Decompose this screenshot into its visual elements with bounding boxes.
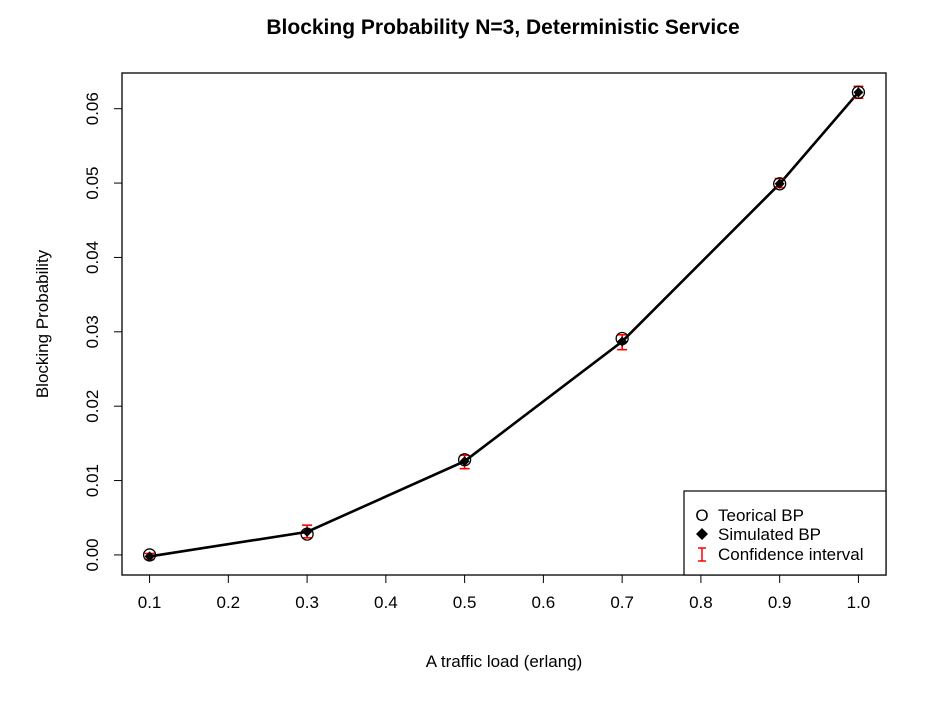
y-tick-label: 0.03 [83,315,102,348]
x-tick-label: 0.3 [295,593,319,612]
series-line-simulated [149,91,860,558]
x-axis: 0.1 0.2 0.3 0.4 0.5 0.6 0.7 0.8 0.9 1.0 [138,574,871,612]
x-tick-label: 1.0 [847,593,871,612]
chart-title: Blocking Probability N=3, Deterministic … [266,16,739,39]
legend-item-teorical: Teorical BP [718,506,804,525]
point-teorical [851,85,866,99]
y-tick-label: 0.05 [83,167,102,200]
y-axis-label: Blocking Probability [33,249,52,398]
x-tick-label: 0.7 [610,593,634,612]
x-tick-label: 0.2 [217,593,241,612]
point-simulated [617,336,628,347]
legend-item-confidence: Confidence interval [718,545,864,564]
x-tick-label: 0.5 [453,593,477,612]
legend-marker-errorbar [698,547,706,562]
x-tick-label: 0.4 [374,593,398,612]
x-tick-label: 0.6 [532,593,556,612]
legend-marker-circle: O [695,506,708,525]
y-tick-label: 0.00 [83,538,102,571]
y-axis: 0.00 0.01 0.02 0.03 0.04 0.05 0.06 [83,92,123,571]
y-tick-label: 0.01 [83,464,102,497]
legend-item-simulated: Simulated BP [718,525,821,544]
point-simulated [853,87,864,98]
plot-area [142,85,866,562]
legend-box [683,490,887,576]
point-simulated [302,526,313,537]
x-tick-label: 0.9 [768,593,792,612]
legend: O Teorical BP Simulated BP Confidence in… [683,490,887,576]
point-simulated [144,551,155,562]
y-tick-label: 0.02 [83,390,102,423]
legend-marker-diamond [696,528,708,540]
x-axis-label: A traffic load (erlang) [426,652,583,671]
y-tick-label: 0.04 [83,241,102,274]
point-simulated [459,456,470,467]
x-tick-label: 0.1 [138,593,162,612]
y-tick-label: 0.06 [83,92,102,125]
point-simulated [774,178,785,189]
x-tick-label: 0.8 [689,593,713,612]
point-teorical [773,177,787,191]
